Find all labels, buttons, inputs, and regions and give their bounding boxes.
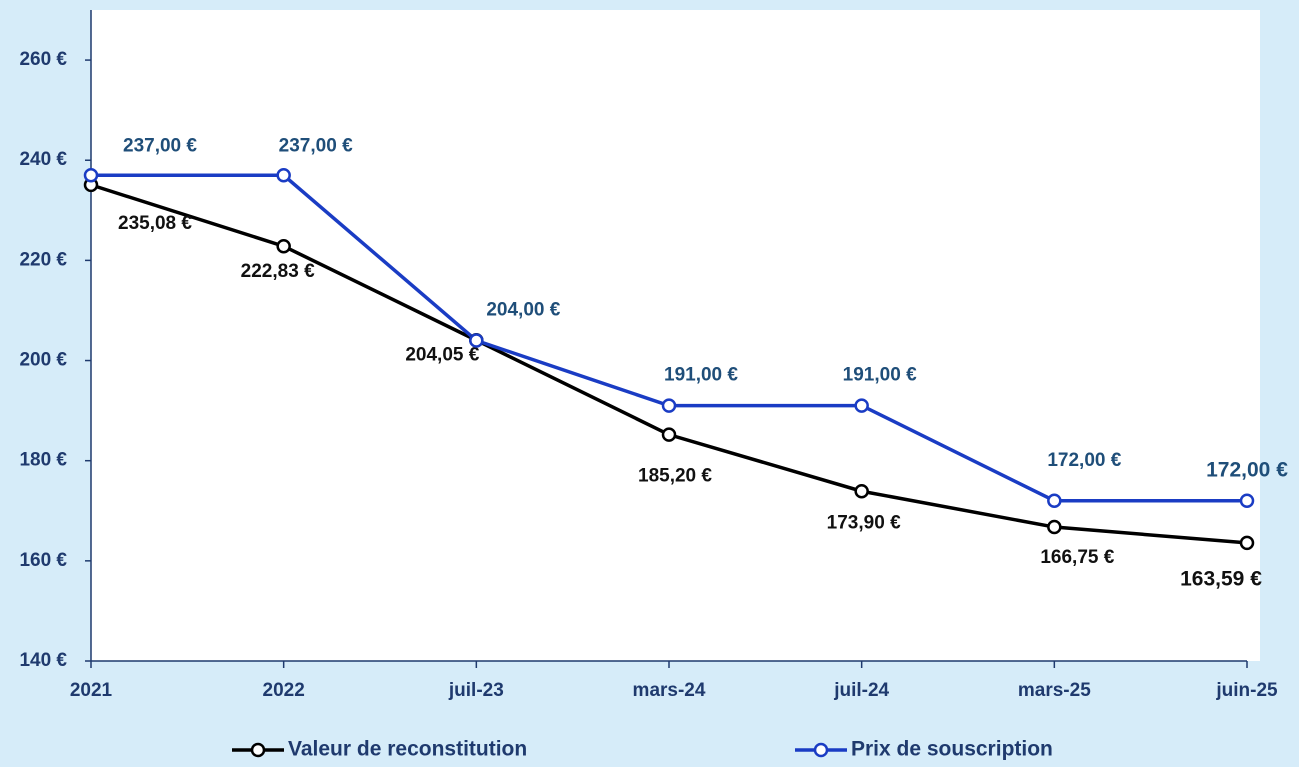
data-point [1239,493,1255,509]
y-tick-label: 200 € [19,350,67,371]
y-tick-label: 260 € [19,49,67,70]
y-tick-label: 180 € [19,450,67,471]
data-point [854,398,869,413]
data-label: 204,05 € [405,344,479,365]
y-tick-label: 240 € [19,149,67,170]
x-tick-label: 2022 [263,680,305,701]
data-label: 191,00 € [843,365,917,386]
data-label: 204,00 € [486,300,560,321]
data-label: 172,00 € [1047,450,1121,471]
data-label: 222,83 € [241,261,315,282]
data-label: 191,00 € [664,365,738,386]
legend-label: Prix de souscription [851,738,1053,761]
x-tick-label: mars-25 [1018,680,1091,701]
data-label: 173,90 € [827,512,901,533]
x-tick-label: juil-24 [833,680,889,701]
y-tick-label: 220 € [19,249,67,270]
data-label: 163,59 € [1180,567,1262,590]
data-point [661,427,677,442]
x-tick-label: juil-23 [448,680,504,701]
y-tick-label: 140 € [19,650,67,671]
x-tick-label: juin-25 [1215,680,1278,701]
data-label: 237,00 € [123,135,197,156]
legend-marker [813,742,829,758]
legend-marker [250,742,266,758]
data-point [1047,493,1062,509]
data-point [276,168,291,183]
data-label: 185,20 € [638,466,712,487]
data-point [854,483,869,499]
data-point [276,238,291,254]
data-point [1047,519,1062,535]
data-point [1239,535,1255,551]
data-point [661,398,677,413]
x-tick-label: mars-24 [633,680,706,701]
data-point [469,333,484,348]
data-point [83,168,99,183]
data-label: 166,75 € [1040,547,1114,568]
data-label: 237,00 € [279,135,353,156]
data-label: 172,00 € [1206,458,1288,481]
data-label: 235,08 € [118,213,192,234]
x-tick-label: 2021 [70,680,113,701]
legend-label: Valeur de reconstitution [288,738,527,761]
plot-area [91,10,1260,661]
y-tick-label: 160 € [19,550,67,571]
